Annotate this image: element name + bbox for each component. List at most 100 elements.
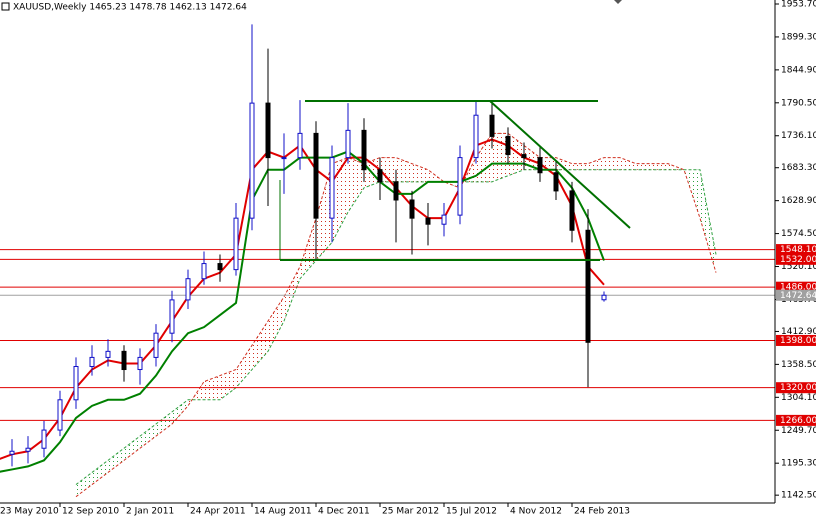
candle-body [521, 154, 527, 159]
y-tick-label: 1628.90 [781, 196, 816, 206]
y-tick-label: 1520.10 [781, 262, 816, 272]
plot-area [0, 24, 775, 498]
candle-body [73, 365, 79, 401]
cloud-segment [412, 163, 428, 182]
cloud-segment [668, 163, 684, 170]
cloud-segment [572, 163, 588, 170]
cloud-segment [508, 133, 524, 176]
candle-body [361, 129, 367, 171]
y-tick-label: 1142.50 [781, 491, 816, 501]
scroll-marker [614, 0, 622, 4]
y-tick-label: 1574.50 [781, 229, 816, 239]
level-tag-label: 1398.00 [780, 336, 816, 346]
x-tick-label: 24 Apr 2011 [190, 507, 246, 517]
trendlines [279, 100, 631, 261]
cloud-segment [428, 169, 444, 182]
trendline [489, 100, 631, 229]
cloud-segment [108, 448, 124, 473]
candle-body [393, 181, 399, 201]
level-tag [776, 382, 816, 394]
y-tick-label: 1249.70 [781, 426, 816, 436]
y-tick-label: 1953.70 [781, 0, 816, 9]
candle-body [601, 294, 607, 301]
candle-body [233, 217, 239, 271]
y-tick-label: 1899.30 [781, 32, 816, 42]
x-tick-label: 15 Jul 2012 [446, 507, 497, 517]
level-tag-label: 1266.00 [780, 416, 816, 426]
cloud-segment [348, 157, 364, 213]
x-tick-label: 2 Jan 2011 [126, 507, 174, 517]
y-tick-label: 1412.90 [781, 327, 816, 337]
y-tick-label: 1683.30 [781, 163, 816, 173]
chart-title: XAUUSD,Weekly 1465.23 1478.78 1462.13 14… [13, 3, 247, 13]
candle-body [505, 135, 511, 156]
candle-body [585, 229, 591, 343]
cloud-segment [236, 345, 252, 388]
candle-body [9, 450, 15, 455]
candle-body [537, 157, 543, 174]
cloud-segment [76, 472, 92, 497]
cloud-segment [700, 169, 716, 273]
cloud-segment [524, 145, 540, 170]
candle-body [409, 199, 415, 219]
candle-body [281, 157, 287, 160]
candle-body [345, 129, 351, 159]
level-tag [776, 414, 816, 426]
candle-body [265, 102, 271, 159]
level-tag-label: 1548.10 [780, 245, 816, 255]
candle-body [377, 169, 383, 183]
level-tag [776, 334, 816, 346]
cloud-segment [92, 460, 108, 485]
x-tick-label: 4 Dec 2011 [318, 507, 370, 517]
candle-body [425, 217, 431, 225]
candle-body [457, 157, 463, 216]
cloud-segment [604, 157, 620, 170]
candle-body [569, 190, 575, 231]
cloud-segment [588, 157, 604, 170]
candle-body [25, 447, 31, 452]
cloud-segment [140, 424, 156, 449]
cloud-segment [172, 399, 188, 425]
candle-body [121, 350, 127, 371]
cloud-segment [252, 321, 268, 370]
x-tick-label: 24 Feb 2013 [574, 507, 630, 517]
level-tag [776, 253, 816, 265]
cloud-segment [636, 163, 652, 170]
cloud-segment [220, 369, 236, 400]
cloud-segment [556, 157, 572, 170]
cloud-segment [268, 296, 284, 352]
cloud-segment [316, 163, 332, 261]
cloud-segment [156, 411, 172, 437]
candle-body [489, 114, 495, 137]
x-tick-label: 23 May 2010 [0, 507, 59, 517]
candle-body [153, 332, 159, 358]
candle-body [329, 157, 335, 219]
y-tick-label: 1304.10 [781, 393, 816, 403]
candle-body [313, 132, 319, 219]
level-tag-label: 1320.00 [780, 383, 816, 393]
candle-body [41, 429, 47, 449]
candle-body [57, 399, 63, 431]
level-tag [776, 289, 816, 301]
level-tag-label: 1472.64 [780, 291, 816, 301]
candle-body [249, 102, 255, 219]
y-tick-label: 1358.50 [781, 360, 816, 370]
candle-body [105, 350, 111, 358]
y-tick-label: 1195.30 [781, 459, 816, 469]
cloud-span [75, 132, 717, 498]
x-tick-label: 14 Aug 2011 [254, 507, 312, 517]
candle-body [185, 278, 191, 301]
candle-body [169, 299, 175, 334]
cloud-segment [476, 133, 492, 182]
x-tick-label: 25 Mar 2012 [382, 507, 439, 517]
cloud-segment [332, 157, 348, 243]
candle-body [217, 263, 223, 271]
level-tag-label: 1486.00 [780, 283, 816, 293]
candle-body [89, 356, 95, 367]
cloud-segment [284, 266, 300, 322]
cloud-segment [620, 157, 636, 170]
candle-body [553, 172, 559, 192]
cloud-segment [492, 133, 508, 182]
